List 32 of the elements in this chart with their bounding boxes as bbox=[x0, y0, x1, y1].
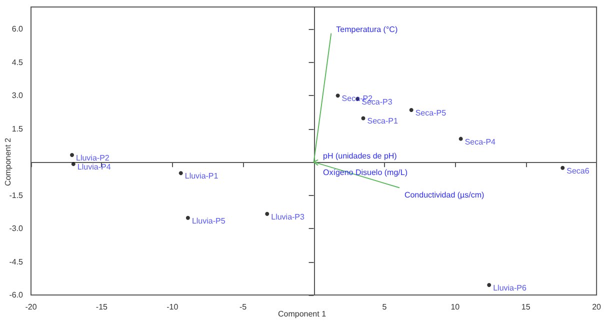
x-tick-label: 20 bbox=[592, 302, 602, 312]
y-tick-label: 4.5 bbox=[12, 58, 24, 67]
y-tick-label: -4.5 bbox=[9, 257, 24, 266]
series-label: pH (unidades de pH) bbox=[323, 151, 398, 160]
x-tick-label: -15 bbox=[96, 302, 108, 312]
y-tick-label: 3.0 bbox=[12, 91, 24, 100]
data-label: Seca6 bbox=[566, 166, 590, 176]
x-axis-title: Component 1 bbox=[278, 310, 327, 318]
data-label: Lluvia-P1 bbox=[184, 172, 219, 181]
x-tick-label: 5 bbox=[382, 302, 388, 312]
x-tick-label: 15 bbox=[521, 302, 531, 312]
x-tick-label: -5 bbox=[240, 302, 248, 312]
data-label: Seca-P1 bbox=[367, 116, 398, 126]
y-tick-label: 6.0 bbox=[12, 24, 24, 34]
x-tick-label: -10 bbox=[166, 302, 179, 312]
data-label: Lluvia-P3 bbox=[271, 212, 306, 222]
y-axis-title: Component 2 bbox=[4, 137, 12, 186]
data-label: Lluvia-P5 bbox=[192, 216, 226, 226]
x-tick-label: 10 bbox=[450, 302, 460, 312]
data-label: Lluvia-P6 bbox=[493, 284, 527, 293]
y-tick-label: 1.5 bbox=[12, 124, 24, 134]
data-label: Seca-P5 bbox=[415, 108, 447, 118]
series-label: Temperatura (°C) bbox=[336, 24, 398, 34]
data-label: Lluvia-P4 bbox=[77, 162, 112, 172]
x-tick-label: -20 bbox=[25, 302, 38, 312]
series-label: Oxígeno Disuelo (mg/L) bbox=[323, 168, 408, 177]
y-tick-label: -1.5 bbox=[9, 190, 24, 200]
data-label: Seca-P4 bbox=[464, 137, 496, 146]
y-tick-label: -6.0 bbox=[9, 290, 24, 300]
series-label: Conductividad (µs/cm) bbox=[404, 190, 485, 200]
y-tick-label: -3.0 bbox=[9, 224, 24, 234]
data-label: Lluvia-P2 bbox=[76, 153, 110, 162]
